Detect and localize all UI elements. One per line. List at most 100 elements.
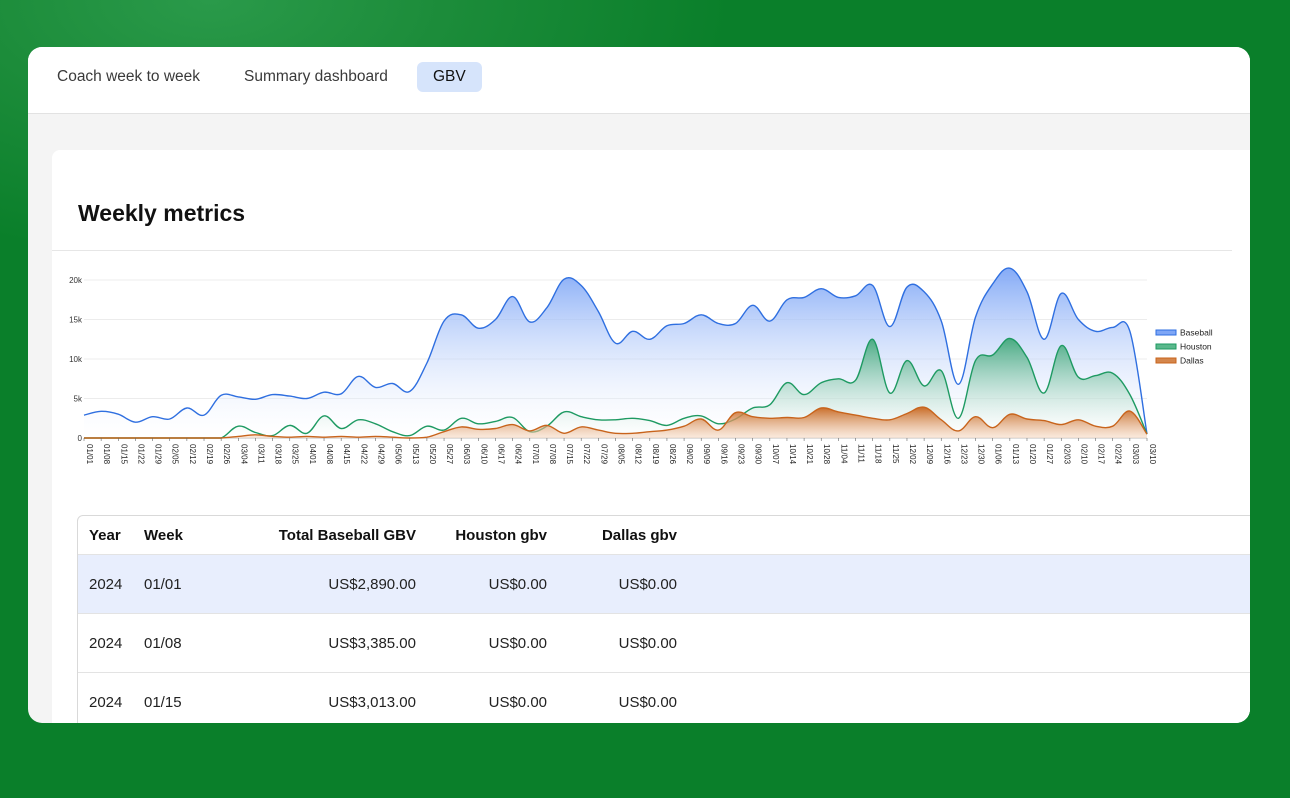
x-tick-label: 04/29 <box>376 444 385 465</box>
x-tick-label: 07/15 <box>565 444 574 465</box>
x-tick-label: 04/22 <box>359 444 368 465</box>
column-header-dallas-gbv[interactable]: Dallas gbv <box>601 526 677 544</box>
x-tick-label: 03/18 <box>274 444 283 465</box>
x-tick-label: 04/01 <box>308 444 317 465</box>
table-row[interactable]: 2024 01/01 US$2,890.00 US$0.00 US$0.00 <box>78 555 1250 614</box>
x-tick-label: 01/27 <box>1045 444 1054 465</box>
x-tick-label: 03/10 <box>1148 444 1157 465</box>
column-header-houston-gbv[interactable]: Houston gbv <box>455 526 547 544</box>
x-tick-label: 02/05 <box>171 444 180 465</box>
y-tick-label: 10k <box>69 355 83 364</box>
x-tick-label: 11/25 <box>891 444 900 464</box>
x-tick-label: 12/16 <box>942 444 951 465</box>
column-header-week[interactable]: Week <box>144 526 183 544</box>
x-tick-label: 03/03 <box>1131 444 1140 465</box>
x-tick-label: 06/03 <box>462 444 471 465</box>
x-tick-label: 07/22 <box>582 444 591 465</box>
x-tick-label: 07/08 <box>548 444 557 465</box>
cell-houston-gbv: US$0.00 <box>488 693 547 711</box>
x-tick-label: 11/18 <box>874 444 883 464</box>
cell-year: 2024 <box>89 693 123 711</box>
x-tick-label: 09/09 <box>702 444 711 465</box>
divider <box>52 250 1232 251</box>
x-tick-label: 01/29 <box>154 444 163 465</box>
x-tick-label: 06/17 <box>496 444 505 465</box>
x-tick-label: 09/02 <box>685 444 694 465</box>
x-tick-label: 12/02 <box>908 444 917 465</box>
legend-swatch-houston <box>1155 343 1177 350</box>
x-tick-label: 11/11 <box>857 444 866 463</box>
legend-label-baseball[interactable]: Baseball <box>1180 328 1213 338</box>
cell-dallas-gbv: US$0.00 <box>618 634 677 652</box>
cell-week: 01/15 <box>144 693 182 711</box>
y-tick-label: 20k <box>69 276 83 285</box>
x-tick-label: 09/16 <box>719 444 728 465</box>
x-tick-label: 03/25 <box>291 444 300 465</box>
metrics-table: Year Week Total Baseball GBV Houston gbv… <box>77 515 1250 723</box>
x-tick-label: 02/10 <box>1079 444 1088 465</box>
x-tick-label: 02/17 <box>1097 444 1106 465</box>
cell-week: 01/08 <box>144 634 182 652</box>
tab-summary-dashboard[interactable]: Summary dashboard <box>244 68 388 85</box>
legend-label-dallas[interactable]: Dallas <box>1180 356 1204 366</box>
cell-year: 2024 <box>89 575 123 593</box>
x-tick-label: 02/12 <box>188 444 197 465</box>
app-window: Coach week to week Summary dashboard GBV… <box>28 47 1250 723</box>
cell-total-baseball-gbv: US$3,013.00 <box>328 693 416 711</box>
tab-gbv[interactable]: GBV <box>417 62 482 92</box>
x-tick-label: 12/09 <box>925 444 934 465</box>
cell-week: 01/01 <box>144 575 182 593</box>
x-tick-label: 07/01 <box>531 444 540 465</box>
tab-bar: Coach week to week Summary dashboard GBV <box>28 47 1250 114</box>
x-tick-label: 01/08 <box>102 444 111 465</box>
x-tick-label: 01/22 <box>136 444 145 465</box>
x-tick-label: 04/08 <box>325 444 334 465</box>
x-tick-label: 06/10 <box>479 444 488 465</box>
weekly-metrics-panel: Weekly metrics 0 5k 10k 15k 20k 01/01 01/08 01/… <box>52 150 1250 723</box>
x-tick-label: 01/01 <box>85 444 94 465</box>
legend-swatch-baseball <box>1155 329 1177 336</box>
x-tick-label: 05/13 <box>411 444 420 465</box>
cell-dallas-gbv: US$0.00 <box>618 575 677 593</box>
cell-total-baseball-gbv: US$3,385.00 <box>328 634 416 652</box>
tab-coach-week-to-week[interactable]: Coach week to week <box>57 68 201 85</box>
y-tick-label: 5k <box>74 395 83 404</box>
x-tick-label: 03/04 <box>239 444 248 465</box>
x-tick-label: 09/23 <box>737 444 746 465</box>
x-tick-label: 04/15 <box>342 444 351 465</box>
cell-total-baseball-gbv: US$2,890.00 <box>328 575 416 593</box>
x-tick-label: 02/24 <box>1114 444 1123 465</box>
x-tick-label: 10/21 <box>805 444 814 465</box>
x-tick-label: 11/04 <box>839 444 848 464</box>
cell-dallas-gbv: US$0.00 <box>618 693 677 711</box>
x-tick-label: 08/12 <box>634 444 643 465</box>
table-header-row: Year Week Total Baseball GBV Houston gbv… <box>78 516 1250 555</box>
x-tick-label: 01/20 <box>1028 444 1037 465</box>
x-tick-label: 05/20 <box>428 444 437 465</box>
x-tick-label: 03/11 <box>256 444 265 464</box>
x-tick-label: 02/26 <box>222 444 231 465</box>
cell-year: 2024 <box>89 634 123 652</box>
cell-houston-gbv: US$0.00 <box>488 634 547 652</box>
series-line-houston <box>83 337 1148 439</box>
x-tick-label: 12/23 <box>959 444 968 465</box>
x-tick-label: 05/06 <box>394 444 403 465</box>
weekly-metrics-chart: 0 5k 10k 15k 20k 01/01 01/08 01/15 01/22 01/29 02/… <box>69 267 1213 465</box>
x-tick-label: 08/26 <box>668 444 677 465</box>
x-tick-label: 05/27 <box>445 444 454 465</box>
x-tick-label: 02/19 <box>205 444 214 465</box>
x-tick-label: 08/19 <box>651 444 660 465</box>
column-header-total-baseball-gbv[interactable]: Total Baseball GBV <box>278 526 416 544</box>
column-header-year[interactable]: Year <box>89 526 121 544</box>
table-row[interactable]: 2024 01/08 US$3,385.00 US$0.00 US$0.00 <box>78 614 1250 673</box>
series-area-houston <box>84 338 1147 438</box>
x-tick-label: 01/13 <box>1011 444 1020 465</box>
cell-houston-gbv: US$0.00 <box>488 575 547 593</box>
x-tick-label: 01/15 <box>119 444 128 465</box>
table-row[interactable]: 2024 01/15 US$3,013.00 US$0.00 US$0.00 <box>78 673 1250 723</box>
x-tick-label: 08/05 <box>617 444 626 465</box>
x-tick-label: 01/06 <box>994 444 1003 465</box>
legend-label-houston[interactable]: Houston <box>1180 342 1212 352</box>
series-area-dallas <box>84 407 1147 438</box>
legend-swatch-dallas <box>1155 357 1177 364</box>
